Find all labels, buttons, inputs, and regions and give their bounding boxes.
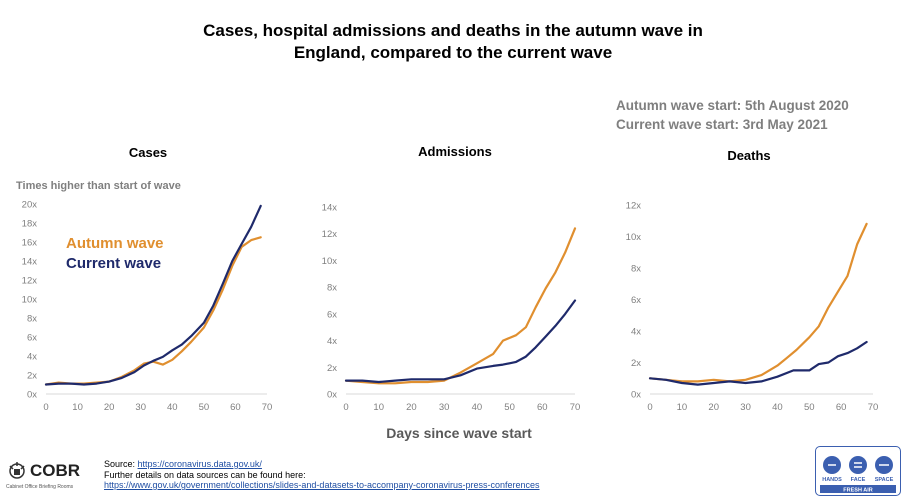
y-tick-label: 12x [626,201,642,212]
y-tick-label: 16x [22,238,38,249]
title-line-2: England, compared to the current wave [293,43,613,62]
y-tick-label: 10x [22,295,38,306]
x-tick-label: 70 [262,402,273,413]
y-tick-label: 8x [631,264,641,275]
hands-label: HANDS [822,477,842,483]
legend-autumn: Autumn wave [66,235,164,252]
y-tick-label: 12x [322,229,338,240]
x-tick-label: 70 [868,402,879,413]
x-axis-label: Days since wave start [386,425,532,441]
y-tick-label: 2x [631,358,641,369]
x-tick-label: 0 [43,402,48,413]
y-tick-label: 0x [327,390,337,401]
royal-crest-icon [9,462,25,479]
x-tick-label: 30 [439,402,450,413]
x-tick-label: 60 [230,402,241,413]
chart-title-deaths: Deaths [727,148,770,163]
current-wave-start: Current wave start: 3rd May 2021 [616,117,828,132]
x-tick-label: 50 [199,402,210,413]
x-tick-label: 10 [677,402,688,413]
space-label: SPACE [875,477,894,483]
x-tick-label: 40 [472,402,483,413]
y-tick-label: 0x [631,390,641,401]
x-tick-label: 40 [772,402,783,413]
further-details-link[interactable]: https://www.gov.uk/government/collection… [104,480,540,490]
series-line-autumn [344,227,577,385]
hands-face-space-icons: HANDS FACE SPACE FRESH AIR [820,456,896,494]
y-tick-label: 14x [22,257,38,268]
x-tick-label: 20 [104,402,115,413]
y-tick-label: 4x [327,336,337,347]
y-tick-label: 2x [327,363,337,374]
footer-sources: Source: https://coronavirus.data.gov.uk/… [104,459,540,491]
x-tick-label: 30 [135,402,146,413]
cobr-logo-text: COBR [30,461,81,480]
y-tick-label: 18x [22,219,38,230]
fresh-air-band [820,485,896,493]
face-label: FACE [851,477,866,483]
source-label: Source: [104,459,138,469]
y-axis-label: Times higher than start of wave [16,180,181,192]
y-tick-label: 6x [327,309,337,320]
series-line-autumn [648,222,868,383]
y-tick-label: 8x [327,283,337,294]
x-tick-label: 40 [167,402,178,413]
chart-title-cases: Cases [129,145,167,160]
series-line-current [44,204,262,386]
fresh-air-label: FRESH AIR [843,488,872,494]
y-tick-label: 4x [631,327,641,338]
x-tick-label: 20 [406,402,417,413]
y-tick-label: 6x [27,333,37,344]
y-tick-label: 2x [27,371,37,382]
y-tick-label: 10x [626,232,642,243]
y-tick-label: 12x [22,276,38,287]
chart-title-admissions: Admissions [418,144,492,159]
x-tick-label: 20 [708,402,719,413]
x-tick-label: 60 [537,402,548,413]
x-tick-label: 0 [647,402,652,413]
x-tick-label: 50 [504,402,515,413]
y-tick-label: 4x [27,352,37,363]
x-tick-label: 30 [740,402,751,413]
title-line-1: Cases, hospital admissions and deaths in… [203,21,703,40]
y-tick-label: 14x [322,203,338,214]
autumn-wave-start: Autumn wave start: 5th August 2020 [616,98,849,113]
series-line-current [344,299,577,384]
further-details-text: Further details on data sources can be f… [104,469,306,480]
x-tick-label: 60 [836,402,847,413]
x-tick-label: 10 [72,402,83,413]
face-icon [849,456,867,474]
x-tick-label: 0 [343,402,348,413]
y-tick-label: 20x [22,200,38,211]
wave-start-info: Autumn wave start: 5th August 2020 Curre… [616,96,849,134]
source-link[interactable]: https://coronavirus.data.gov.uk/ [137,459,262,469]
x-tick-label: 50 [804,402,815,413]
cobr-subtitle: Cabinet Office Briefing Rooms [6,484,74,490]
y-tick-label: 8x [27,314,37,325]
x-tick-label: 70 [570,402,581,413]
y-tick-label: 0x [27,390,37,401]
legend-current: Current wave [66,255,161,272]
y-tick-label: 10x [322,256,338,267]
x-tick-label: 10 [373,402,384,413]
y-tick-label: 6x [631,295,641,306]
page-title: Cases, hospital admissions and deaths in… [0,20,906,64]
series-line-current [648,340,868,386]
hands-face-space-logo: HANDS FACE SPACE FRESH AIR [815,446,901,496]
